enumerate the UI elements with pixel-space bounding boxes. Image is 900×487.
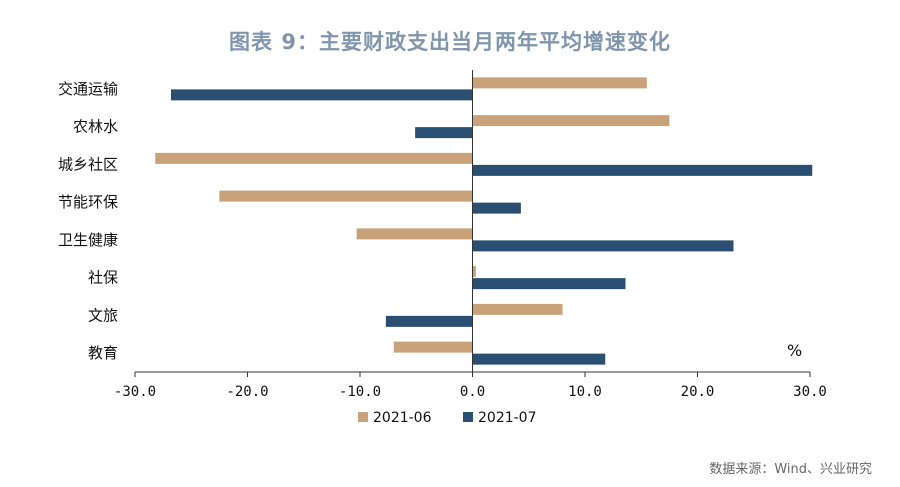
category-label: 城乡社区 — [58, 155, 118, 173]
bar-2021-07-交通运输 — [171, 89, 473, 101]
bar-2021-06-节能环保 — [219, 190, 473, 202]
bar-2021-07-城乡社区 — [472, 164, 813, 176]
chart-title: 图表 9：主要财政支出当月两年平均增速变化 — [229, 30, 671, 54]
bar-2021-06-文旅 — [472, 303, 563, 315]
x-tick-label: 30.0 — [793, 384, 827, 400]
category-label: 节能环保 — [58, 193, 118, 211]
bar-2021-06-教育 — [393, 341, 473, 353]
bar-2021-07-卫生健康 — [472, 240, 734, 252]
bar-2021-07-文旅 — [385, 315, 473, 327]
category-label: 交通运输 — [58, 80, 118, 98]
x-tick-label: 20.0 — [681, 384, 715, 400]
source-note: 数据来源：Wind、兴业研究 — [709, 462, 872, 477]
bar-2021-06-卫生健康 — [356, 228, 473, 240]
category-label: 文旅 — [88, 306, 118, 324]
category-label: 卫生健康 — [58, 231, 118, 249]
legend: 2021-06 2021-07 — [358, 410, 537, 426]
legend-swatch — [463, 412, 473, 422]
x-tick-label: -30.0 — [114, 384, 156, 400]
x-tick-label: 0.0 — [460, 384, 485, 400]
bar-2021-06-农林水 — [472, 115, 670, 127]
category-label: 社保 — [88, 269, 118, 287]
bar-2021-07-教育 — [472, 353, 606, 365]
bar-2021-07-节能环保 — [472, 202, 521, 214]
x-axis-ticks: -30.0 -20.0 -10.0 0.0 10.0 20.0 30.0 — [114, 372, 827, 400]
x-tick-label: -20.0 — [226, 384, 268, 400]
legend-swatch — [358, 412, 368, 422]
x-tick-label: -10.0 — [339, 384, 381, 400]
x-tick-label: 10.0 — [568, 384, 602, 400]
bar-2021-07-农林水 — [415, 127, 473, 139]
category-label: 农林水 — [73, 118, 118, 136]
category-label: 教育 — [88, 344, 118, 362]
bar-2021-06-城乡社区 — [155, 152, 473, 164]
bar-2021-06-社保 — [472, 266, 476, 278]
legend-label: 2021-06 — [373, 410, 432, 426]
legend-label: 2021-07 — [478, 410, 537, 426]
bar-2021-06-交通运输 — [472, 77, 647, 89]
bar-group — [155, 77, 813, 365]
unit-label: % — [787, 341, 802, 360]
bar-2021-07-社保 — [472, 278, 626, 290]
